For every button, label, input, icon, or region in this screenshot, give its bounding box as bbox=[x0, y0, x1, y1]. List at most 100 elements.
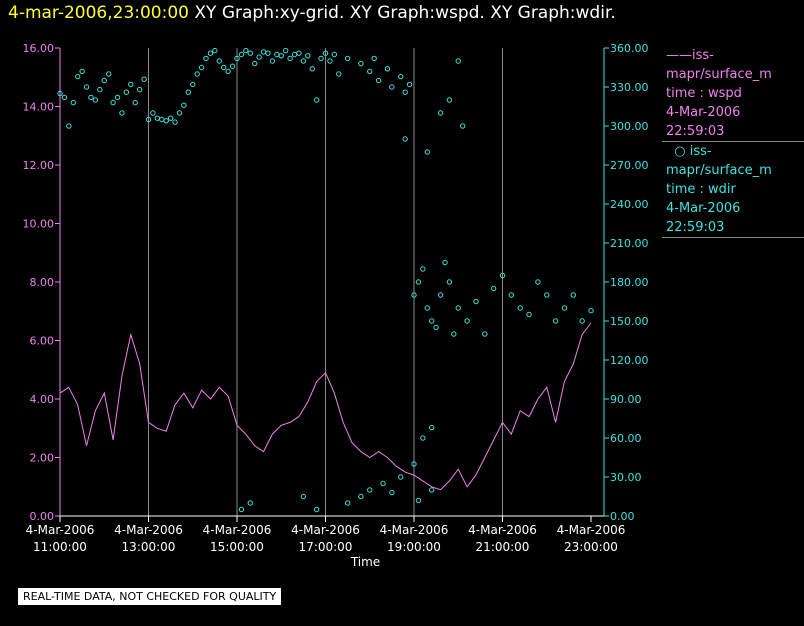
wdir-point bbox=[411, 292, 417, 298]
wdir-point bbox=[411, 461, 417, 467]
wdir-point bbox=[282, 47, 289, 54]
legend: ——iss-mapr/surface_m time : wspd 4-Mar-2… bbox=[662, 46, 804, 238]
y-left-tick-label: 14.00 bbox=[23, 101, 55, 114]
y-right-tick-label: 30.00 bbox=[610, 471, 642, 484]
wdir-point bbox=[181, 102, 187, 108]
wdir-point bbox=[176, 110, 183, 116]
legend-entry-wdir: ○ iss-mapr/surface_m time : wdir 4-Mar-2… bbox=[662, 142, 804, 237]
wdir-point bbox=[238, 506, 245, 513]
wdir-point bbox=[269, 58, 276, 64]
legend-time: 22:59:03 bbox=[666, 220, 725, 235]
wdir-point bbox=[265, 50, 271, 56]
wdir-point bbox=[70, 99, 76, 106]
wdir-point bbox=[415, 497, 422, 504]
y-left-tick-label: 4.00 bbox=[30, 393, 55, 406]
wdir-point bbox=[398, 474, 404, 480]
wdir-point bbox=[136, 86, 143, 93]
wdir-point bbox=[482, 331, 488, 337]
wdir-point bbox=[561, 305, 568, 311]
x-tick-label-date: 4-Mar-2006 bbox=[468, 523, 537, 537]
wdir-point bbox=[66, 123, 72, 129]
legend-line-icon: —— bbox=[666, 48, 692, 63]
wdir-point bbox=[344, 500, 351, 506]
wdir-point bbox=[402, 89, 408, 95]
wdir-point bbox=[234, 55, 240, 62]
wdir-point bbox=[114, 94, 121, 101]
wdir-point bbox=[110, 99, 116, 106]
x-tick-label-time: 19:00:00 bbox=[387, 540, 441, 554]
wdir-point bbox=[278, 53, 284, 59]
chart-graph-titles: XY Graph:xy-grid. XY Graph:wspd. XY Grap… bbox=[194, 3, 616, 23]
wdir-point bbox=[384, 66, 391, 72]
wdir-point bbox=[455, 58, 461, 64]
y-right-tick-label: 210.00 bbox=[610, 237, 649, 250]
wdir-point bbox=[229, 63, 236, 69]
legend-circle-icon: ○ bbox=[666, 144, 690, 159]
wdir-point bbox=[459, 123, 466, 129]
wdir-point bbox=[398, 73, 404, 80]
wdir-point bbox=[344, 55, 351, 62]
wdir-point bbox=[375, 77, 382, 84]
x-tick-label-date: 4-Mar-2006 bbox=[380, 523, 449, 537]
wdir-point bbox=[429, 487, 435, 493]
y-left-tick-label: 6.00 bbox=[30, 335, 55, 348]
legend-date: 4-Mar-2006 bbox=[666, 201, 741, 216]
y-right-tick-label: 300.00 bbox=[610, 120, 649, 133]
wdir-point bbox=[429, 318, 435, 324]
wdir-point bbox=[119, 110, 125, 116]
legend-series-label: time : wspd bbox=[666, 86, 742, 101]
wdir-point bbox=[446, 279, 453, 285]
wdir-point bbox=[216, 58, 223, 64]
wdir-point bbox=[402, 136, 408, 142]
y-left-tick-label: 12.00 bbox=[23, 159, 55, 172]
wdir-point bbox=[97, 86, 103, 93]
wdir-point bbox=[327, 58, 333, 64]
wdir-point bbox=[141, 76, 147, 82]
wdir-point bbox=[185, 89, 192, 95]
wdir-point bbox=[552, 318, 559, 324]
wdir-point bbox=[105, 71, 112, 77]
y-left-tick-label: 8.00 bbox=[30, 276, 55, 289]
wdir-point bbox=[490, 285, 497, 292]
wdir-point bbox=[247, 500, 253, 506]
wdir-point bbox=[318, 55, 324, 62]
wdir-point bbox=[358, 493, 364, 500]
wdir-point bbox=[274, 51, 280, 58]
y-left-tick-label: 16.00 bbox=[23, 42, 55, 55]
wdir-point bbox=[252, 60, 258, 67]
wdir-point bbox=[145, 116, 152, 123]
legend-entry-wspd: ——iss-mapr/surface_m time : wspd 4-Mar-2… bbox=[662, 46, 804, 141]
y-left-tick-label: 10.00 bbox=[23, 218, 55, 231]
wdir-point bbox=[588, 307, 594, 314]
wdir-point bbox=[194, 71, 200, 77]
x-tick-label-time: 23:00:00 bbox=[564, 540, 618, 554]
wdir-point bbox=[225, 68, 231, 75]
legend-date: 4-Mar-2006 bbox=[666, 105, 741, 120]
wdir-point bbox=[79, 68, 85, 75]
quality-disclaimer: REAL-TIME DATA, NOT CHECKED FOR QUALITY bbox=[18, 588, 282, 605]
wdir-point bbox=[92, 97, 99, 103]
wdir-point bbox=[336, 71, 342, 77]
legend-divider bbox=[662, 237, 804, 238]
x-tick-label-date: 4-Mar-2006 bbox=[114, 523, 183, 537]
wdir-point bbox=[221, 64, 227, 71]
x-tick-label-time: 17:00:00 bbox=[299, 540, 353, 554]
wdir-point bbox=[367, 68, 373, 75]
wdir-point bbox=[535, 279, 541, 285]
wdir-point bbox=[526, 311, 532, 318]
wdir-point bbox=[243, 47, 249, 54]
wdir-point bbox=[508, 292, 515, 298]
wdir-point bbox=[203, 55, 209, 62]
x-tick-label-time: 15:00:00 bbox=[210, 540, 264, 554]
wdir-point bbox=[167, 115, 174, 121]
wdir-point bbox=[291, 51, 298, 58]
y-right-tick-label: 60.00 bbox=[610, 432, 642, 445]
legend-divider bbox=[662, 141, 804, 142]
wdir-point bbox=[415, 279, 422, 285]
legend-series-label: time : wdir bbox=[666, 182, 736, 197]
wdir-point bbox=[300, 493, 307, 500]
wdir-point bbox=[154, 115, 161, 121]
wdir-point bbox=[451, 331, 457, 337]
y-right-tick-label: 360.00 bbox=[610, 42, 649, 55]
y-right-tick-label: 180.00 bbox=[610, 276, 649, 289]
